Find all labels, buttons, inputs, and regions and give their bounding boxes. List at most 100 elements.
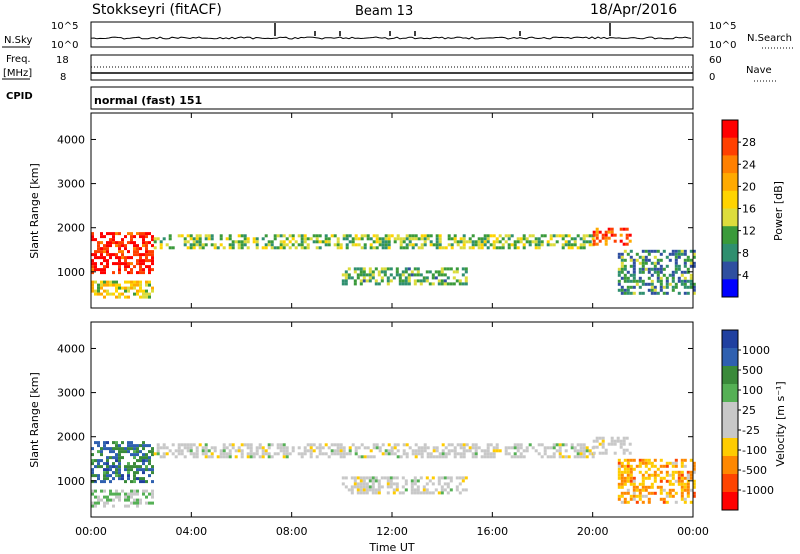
- power-cell: [399, 246, 403, 250]
- power-cell: [300, 234, 304, 238]
- power-cell: [638, 267, 642, 271]
- velocity-cell: [438, 452, 442, 456]
- velocity-cell: [692, 491, 696, 495]
- power-cell: [375, 246, 379, 250]
- power-cell: [243, 234, 247, 238]
- velocity-region-4: [592, 436, 632, 455]
- power-cell: [665, 285, 669, 289]
- power-cell: [683, 276, 687, 280]
- power-cell: [677, 249, 681, 253]
- velocity-cell: [401, 491, 405, 495]
- power-cell: [438, 240, 442, 244]
- velocity-cell: [555, 449, 559, 453]
- power-cell: [582, 243, 586, 247]
- power-cell: [360, 246, 364, 250]
- velocity-cell: [285, 449, 289, 453]
- velocity-cell: [629, 479, 633, 483]
- power-cell: [474, 243, 478, 247]
- power-cell: [195, 237, 199, 241]
- power-cell: [692, 249, 696, 253]
- velocity-cell: [552, 452, 556, 456]
- velocity-cell: [106, 495, 109, 499]
- power-cell: [461, 267, 465, 271]
- power-cell: [601, 233, 605, 237]
- power-cell: [537, 246, 541, 250]
- power-cell: [437, 279, 441, 283]
- velocity-cell: [153, 452, 157, 456]
- power-cell: [683, 261, 687, 265]
- velocity-cell: [133, 471, 136, 475]
- velocity-cell: [222, 446, 226, 450]
- power-cell: [124, 289, 127, 293]
- velocity-cell: [315, 446, 319, 450]
- power-cell: [201, 243, 205, 247]
- noise-left-tick-bottom: 10^0: [51, 40, 78, 51]
- power-cell: [429, 234, 433, 238]
- velocity-cell: [692, 470, 696, 474]
- velocity-cell: [142, 459, 145, 463]
- power-cell: [267, 240, 271, 244]
- power-cell: [537, 243, 541, 247]
- velocity-cell: [461, 479, 465, 483]
- power-cell: [638, 270, 642, 274]
- power-cell: [145, 250, 148, 254]
- power-cell: [339, 243, 343, 247]
- power-region-4: [592, 227, 632, 246]
- power-cell: [264, 234, 268, 238]
- power-cell: [112, 283, 115, 287]
- velocity-cell: [348, 449, 352, 453]
- power-cell: [386, 276, 390, 280]
- power-cell: [468, 237, 472, 241]
- velocity-cell: [109, 489, 112, 493]
- power-cell: [416, 270, 420, 274]
- power-cell: [381, 237, 385, 241]
- power-cell: [261, 237, 265, 241]
- velocity-cell: [546, 446, 550, 450]
- velocity-cell: [115, 444, 118, 448]
- power-cell: [620, 261, 624, 265]
- power-cell: [635, 258, 639, 262]
- power-cell: [204, 234, 208, 238]
- velocity-cell: [519, 452, 523, 456]
- velocity-colorbar-tick-label: -1000: [742, 484, 774, 497]
- velocity-cell: [450, 449, 454, 453]
- power-cell: [353, 270, 357, 274]
- power-cell: [656, 276, 660, 280]
- power-cell: [486, 240, 490, 244]
- velocity-cell: [124, 498, 127, 502]
- velocity-cell: [321, 446, 325, 450]
- velocity-cell: [371, 491, 375, 495]
- power-cell: [103, 271, 106, 275]
- power-cell: [383, 273, 387, 277]
- power-cell: [659, 258, 663, 262]
- power-cell: [380, 270, 384, 274]
- power-cell: [632, 258, 636, 262]
- velocity-cell: [641, 461, 645, 465]
- velocity-cell: [449, 476, 453, 480]
- velocity-cell: [115, 468, 118, 472]
- velocity-cell: [447, 452, 451, 456]
- velocity-cell: [246, 443, 250, 447]
- velocity-cell: [428, 479, 432, 483]
- velocity-cell: [601, 442, 605, 446]
- power-cell: [492, 246, 496, 250]
- velocity-cell: [279, 449, 283, 453]
- velocity-cell: [330, 449, 334, 453]
- velocity-cell: [419, 491, 423, 495]
- power-cell: [644, 267, 648, 271]
- power-cell: [103, 259, 106, 263]
- power-cell: [513, 246, 517, 250]
- velocity-cell: [353, 479, 357, 483]
- power-cell: [446, 267, 450, 271]
- velocity-region-2: [153, 443, 595, 459]
- power-cell: [604, 236, 608, 240]
- power-cell: [145, 292, 148, 296]
- velocity-cell: [607, 442, 611, 446]
- power-cell: [389, 279, 393, 283]
- power-cell: [662, 291, 666, 295]
- velocity-cell: [353, 485, 357, 489]
- power-cell: [121, 244, 124, 248]
- velocity-cell: [662, 497, 666, 501]
- power-cell: [356, 273, 360, 277]
- power-cell: [384, 234, 388, 238]
